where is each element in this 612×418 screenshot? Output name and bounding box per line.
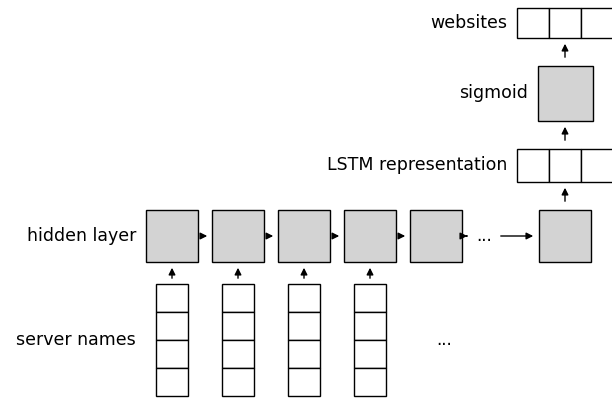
Text: sigmoid: sigmoid bbox=[459, 84, 528, 102]
Bar bbox=[288, 312, 320, 340]
Text: hidden layer: hidden layer bbox=[27, 227, 136, 245]
Bar bbox=[156, 368, 188, 396]
Text: ...: ... bbox=[436, 331, 452, 349]
Bar bbox=[538, 66, 593, 121]
Bar bbox=[288, 368, 320, 396]
Text: websites: websites bbox=[430, 14, 507, 32]
Bar bbox=[549, 149, 581, 182]
Bar bbox=[354, 284, 386, 312]
Bar bbox=[354, 368, 386, 396]
Bar bbox=[288, 284, 320, 312]
Bar bbox=[517, 149, 549, 182]
Text: ...: ... bbox=[476, 227, 492, 245]
Bar bbox=[581, 8, 612, 38]
Bar bbox=[222, 284, 254, 312]
Bar bbox=[156, 312, 188, 340]
Text: server names: server names bbox=[17, 331, 136, 349]
Bar bbox=[517, 8, 549, 38]
Bar bbox=[539, 210, 591, 262]
Bar bbox=[288, 340, 320, 368]
Bar bbox=[278, 210, 330, 262]
Bar bbox=[222, 312, 254, 340]
Bar bbox=[549, 8, 581, 38]
Bar bbox=[212, 210, 264, 262]
Bar bbox=[222, 340, 254, 368]
Bar bbox=[156, 340, 188, 368]
Bar bbox=[354, 340, 386, 368]
Bar bbox=[344, 210, 396, 262]
Bar bbox=[581, 149, 612, 182]
Text: LSTM representation: LSTM representation bbox=[327, 156, 507, 174]
Bar bbox=[156, 284, 188, 312]
Bar bbox=[146, 210, 198, 262]
Bar bbox=[354, 312, 386, 340]
Bar bbox=[410, 210, 462, 262]
Bar bbox=[222, 368, 254, 396]
